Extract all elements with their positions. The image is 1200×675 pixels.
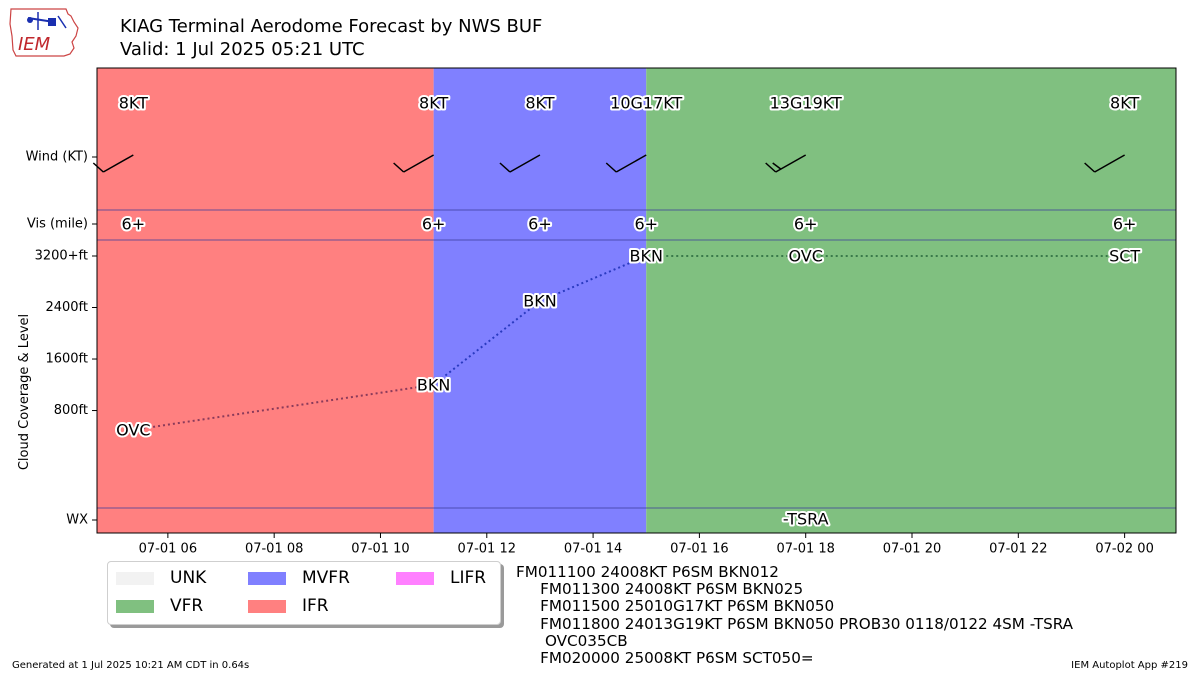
cloud-coverage-label: BKN bbox=[523, 292, 556, 311]
legend-swatch bbox=[116, 599, 154, 613]
cloud-coverage-label: SCT bbox=[1109, 247, 1140, 266]
cloud-coverage-label: OVC bbox=[788, 247, 822, 266]
x-tick-label: 07-01 08 bbox=[245, 542, 303, 557]
legend-item-ifr: IFR bbox=[248, 596, 329, 616]
cloud-line-segment bbox=[133, 383, 434, 431]
x-tick-label: 07-01 20 bbox=[883, 542, 941, 557]
wind-barb bbox=[765, 154, 807, 173]
wind-speed-label: 13G19KT bbox=[770, 94, 842, 113]
wind-barb bbox=[605, 154, 647, 173]
cloud-level-line bbox=[133, 255, 1125, 431]
x-axis: 07-01 06 07-01 08 07-01 10 07-01 12 07-01 14… bbox=[139, 533, 1154, 557]
visibility-label: 6+ bbox=[634, 215, 658, 234]
y-tick-label: 1600ft bbox=[45, 352, 88, 367]
legend-swatch bbox=[248, 571, 286, 585]
iem-logo: IEM bbox=[9, 8, 79, 57]
x-tick-label: 07-01 14 bbox=[564, 542, 622, 557]
wind-barb bbox=[1084, 154, 1125, 173]
wind-barbs bbox=[92, 154, 1125, 173]
cloud-coverage-label: BKN bbox=[630, 247, 663, 266]
visibility-label: 6+ bbox=[122, 215, 146, 234]
legend-label: LIFR bbox=[450, 568, 487, 588]
app-id: IEM Autoplot App #219 bbox=[1071, 660, 1188, 671]
y-tick-label: Wind (KT) bbox=[26, 150, 88, 165]
visibility-label: 6+ bbox=[422, 215, 446, 234]
legend: UNK VFR MVFR IFR LIFR bbox=[107, 561, 501, 625]
wind-speed-label: 10G17KT bbox=[610, 94, 682, 113]
wind-speed-label: 8KT bbox=[525, 94, 554, 113]
cloud-coverage-label: OVC bbox=[116, 420, 150, 439]
x-tick-label: 07-01 10 bbox=[351, 542, 409, 557]
taf-chart: 8KT 8KT 8KT 10G17KT 13G19KT 8KT 6+ 6+ 6+ 6+ 6+ 6+ OV… bbox=[17, 67, 1177, 557]
value-labels: 8KT 8KT 8KT 10G17KT 13G19KT 8KT 6+ 6+ 6+ 6+ 6+ 6+ OV… bbox=[114, 92, 1142, 531]
taf-raw-text: FM011100 24008KT P6SM BKN012 FM011300 24… bbox=[516, 563, 1074, 668]
y-tick-label: WX bbox=[66, 513, 88, 528]
x-tick-label: 07-01 12 bbox=[458, 542, 516, 557]
x-tick-label: 07-01 22 bbox=[989, 542, 1047, 557]
x-tick-label: 07-01 18 bbox=[776, 542, 834, 557]
x-tick-label: 07-02 00 bbox=[1095, 542, 1153, 557]
legend-swatch bbox=[116, 571, 154, 585]
y-axis-label: Cloud Coverage & Level bbox=[17, 314, 32, 470]
row-separators bbox=[97, 209, 1176, 509]
visibility-label: 6+ bbox=[528, 215, 552, 234]
y-axis: Wind (KT) Vis (mile) 3200+ft 2400ft 1600ft 80… bbox=[26, 150, 97, 528]
y-tick-label: 800ft bbox=[54, 403, 88, 418]
legend-label: UNK bbox=[170, 568, 207, 588]
cloud-line-segment bbox=[539, 255, 647, 302]
legend-swatch bbox=[396, 571, 434, 585]
generated-timestamp: Generated at 1 Jul 2025 10:21 AM CDT in … bbox=[12, 660, 250, 671]
legend-item-unk: UNK bbox=[116, 568, 206, 588]
band-vfr bbox=[646, 68, 1176, 533]
weather-label: -TSRA bbox=[783, 510, 829, 529]
legend-item-mvfr: MVFR bbox=[248, 568, 350, 588]
wind-barb bbox=[393, 154, 435, 173]
legend-label: MVFR bbox=[302, 568, 350, 588]
chart-subtitle: Valid: 1 Jul 2025 05:21 UTC bbox=[120, 39, 365, 60]
logo-text: IEM bbox=[18, 34, 51, 55]
legend-item-lifr: LIFR bbox=[396, 568, 486, 588]
legend-label: VFR bbox=[170, 596, 204, 616]
cloud-coverage-label: BKN bbox=[417, 375, 450, 394]
wind-speed-label: 8KT bbox=[1110, 94, 1139, 113]
visibility-label: 6+ bbox=[794, 215, 818, 234]
flight-category-bands bbox=[97, 68, 1176, 533]
legend-item-vfr: VFR bbox=[116, 596, 203, 616]
x-tick-label: 07-01 06 bbox=[139, 542, 197, 557]
y-tick-label: Vis (mile) bbox=[27, 217, 88, 232]
chart-title: KIAG Terminal Aerodome Forecast by NWS B… bbox=[120, 16, 543, 37]
wind-speed-label: 8KT bbox=[419, 94, 448, 113]
x-tick-label: 07-01 16 bbox=[670, 542, 728, 557]
band-ifr bbox=[97, 68, 434, 533]
wind-speed-label: 8KT bbox=[119, 94, 148, 113]
legend-swatch bbox=[248, 599, 286, 613]
legend-label: IFR bbox=[302, 596, 329, 616]
wind-barb bbox=[92, 154, 134, 173]
y-tick-label: 2400ft bbox=[45, 300, 88, 315]
visibility-label: 6+ bbox=[1113, 215, 1137, 234]
plot-frame bbox=[96, 67, 1177, 534]
y-tick-label: 3200+ft bbox=[35, 249, 88, 264]
wind-barb bbox=[499, 154, 541, 173]
